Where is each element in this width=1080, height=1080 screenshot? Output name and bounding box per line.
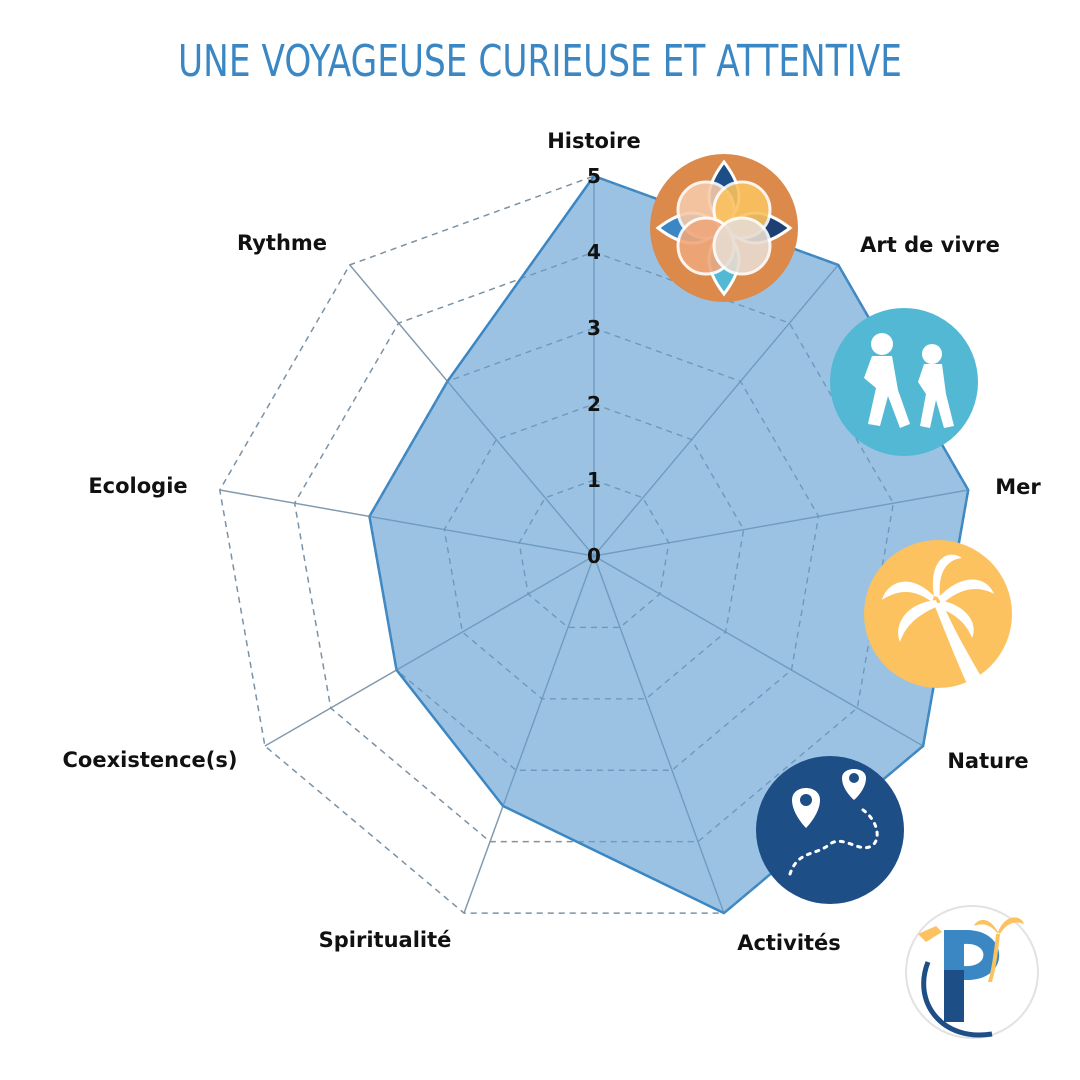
grid-ring-overlay: [518, 479, 670, 629]
mandala-icon: [650, 154, 798, 302]
tick-label-0: 0: [587, 544, 601, 568]
axis-label-activit-s: Activités: [737, 931, 841, 955]
axis-label-ecologie: Ecologie: [88, 474, 187, 498]
axis-spoke-overlay: [264, 555, 595, 747]
axis-spoke-overlay: [219, 489, 595, 557]
axis-spoke-overlay: [349, 264, 595, 557]
tick-label-2: 2: [587, 392, 601, 416]
axis-labels: Histoire Art de vivre Mer Nature Activités Sp…: [63, 129, 1042, 955]
chart-title: UNE VOYAGEUSE CURIEUSE ET ATTENTIVE: [178, 36, 902, 87]
p-palm-logo: [905, 905, 1039, 1039]
walking-people-icon: [830, 308, 978, 456]
tick-label-5: 5: [587, 164, 601, 188]
axis-label-rythme: Rythme: [237, 231, 327, 255]
tick-label-1: 1: [587, 468, 601, 492]
axis-spoke-overlay: [593, 555, 924, 747]
axis-label-coexistence-s-: Coexistence(s): [63, 748, 238, 772]
grid-ring-overlay: [443, 403, 745, 700]
route-map-icon: [756, 756, 904, 904]
axis-label-art-de-vivre: Art de vivre: [860, 233, 1000, 257]
axis-spoke-overlay: [593, 489, 969, 557]
axis-label-histoire: Histoire: [547, 129, 641, 153]
tick-label-4: 4: [587, 240, 601, 264]
axis-spoke-overlay: [463, 555, 595, 914]
radial-ticks: 0 1 2 3 4 5: [587, 164, 601, 568]
axis-spoke-overlay: [593, 264, 839, 557]
axis-label-nature: Nature: [947, 749, 1028, 773]
axis-label-spiritualit-: Spiritualité: [319, 928, 452, 952]
grid-ring-overlay: [368, 327, 820, 771]
palm-tree-icon: [864, 540, 1012, 688]
axis-label-mer: Mer: [995, 475, 1041, 499]
tick-label-3: 3: [587, 316, 601, 340]
axis-spoke-overlay: [593, 555, 725, 914]
